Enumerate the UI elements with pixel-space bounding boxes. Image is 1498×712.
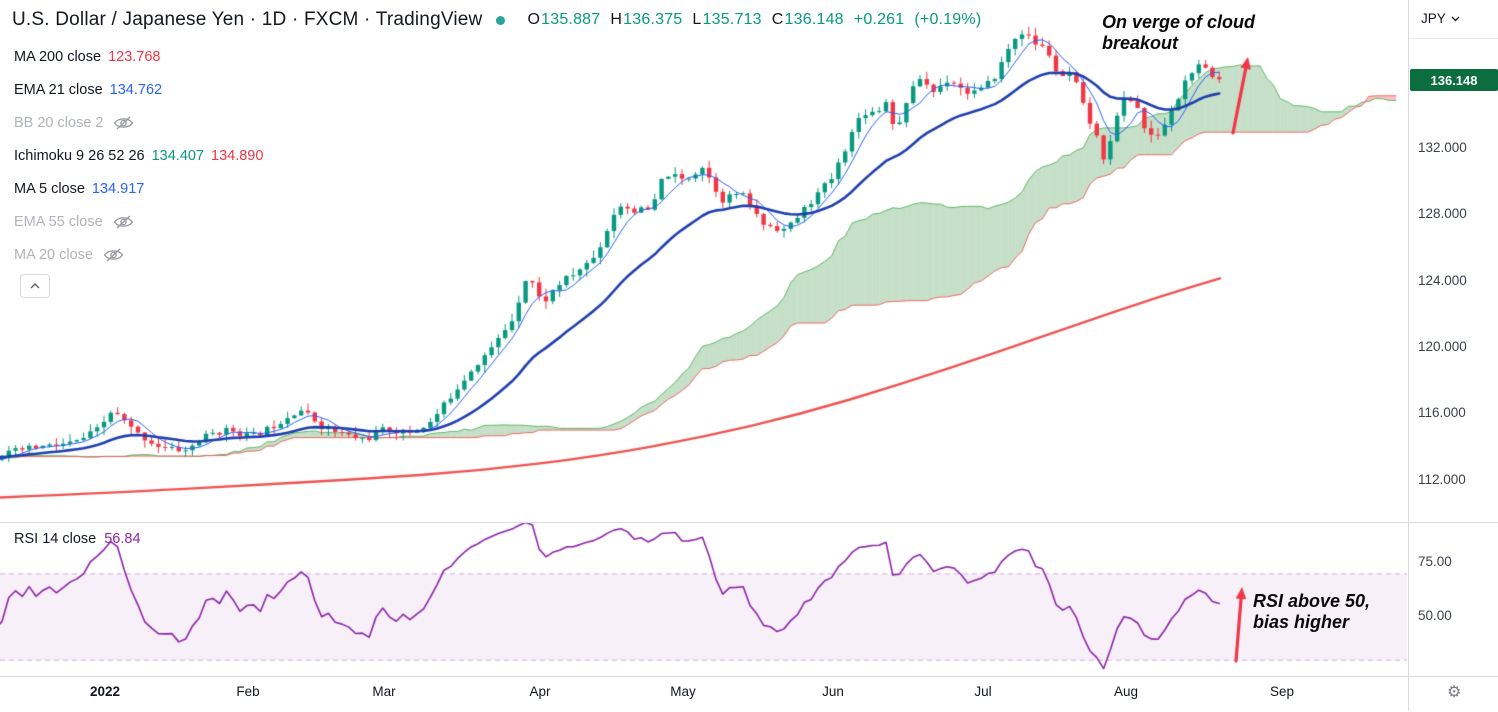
currency-selector[interactable]: JPY	[1421, 11, 1460, 26]
indicator-label: Ichimoku 9 26 52 26	[14, 147, 145, 164]
rsi-tick: 50.00	[1418, 608, 1452, 623]
legend-item-ema21[interactable]: EMA 21 close 134.762	[14, 73, 263, 106]
indicator-value: 123.768	[108, 48, 161, 65]
legend-item-ma20[interactable]: MA 20 close	[14, 238, 263, 271]
close-value: 136.148	[784, 11, 844, 28]
high-value: 136.375	[623, 11, 683, 28]
open-label: O	[527, 11, 541, 28]
price-tick: 128.000	[1418, 206, 1467, 222]
annotation-rsi-note[interactable]: RSI above 50, bias higher	[1253, 591, 1370, 633]
time-tick: Mar	[372, 684, 396, 699]
indicator-legend: MA 200 close 123.768 EMA 21 close 134.76…	[14, 40, 263, 271]
indicator-label: RSI 14 close	[14, 531, 97, 547]
time-tick: May	[670, 684, 696, 699]
ohlc-high: H 136.375	[610, 11, 682, 29]
symbol-title[interactable]: U.S. Dollar / Japanese Yen · 1D · FXCM ·…	[12, 9, 483, 30]
time-scale[interactable]: 2022 Feb Mar Apr May Jun Jul Aug Sep	[0, 676, 1498, 712]
ohlc-values: O 135.887 H 136.375 L 135.713 C 136.148 +0.2…	[527, 11, 981, 29]
indicator-value: 134.917	[91, 180, 145, 197]
annotation-line: On verge of cloud	[1102, 12, 1256, 32]
indicator-label: MA 20 close	[14, 246, 93, 263]
price-scale[interactable]: JPY 136.148 132.000 128.000 124.000 120.…	[1408, 0, 1498, 711]
rsi-tick: 75.00	[1418, 554, 1452, 569]
indicator-label: BB 20 close 2	[14, 114, 104, 131]
low-value: 135.713	[702, 11, 762, 28]
time-tick: Jun	[822, 684, 844, 699]
open-value: 135.887	[541, 11, 601, 28]
indicator-label: MA 200 close	[14, 48, 102, 65]
indicator-value-2: 134.890	[211, 147, 264, 164]
price-tick: 120.000	[1418, 339, 1467, 355]
indicator-value: 134.762	[109, 81, 163, 98]
time-tick: Feb	[236, 684, 260, 699]
indicator-label: EMA 21 close	[14, 81, 103, 98]
currency-label: JPY	[1421, 11, 1446, 26]
price-tick: 116.000	[1418, 405, 1466, 421]
annotation-line: breakout	[1102, 33, 1179, 54]
legend-item-ma5[interactable]: MA 5 close 134.917	[14, 172, 263, 205]
close-label: C	[771, 11, 784, 28]
time-tick: Jul	[974, 684, 992, 699]
ohlc-low: L 135.713	[692, 11, 761, 29]
legend-item-bb20[interactable]: BB 20 close 2	[14, 106, 263, 139]
annotation-line: RSI above 50,	[1253, 591, 1371, 611]
time-tick: Aug	[1113, 684, 1139, 699]
high-label: H	[610, 11, 623, 28]
legend-item-ma200[interactable]: MA 200 close 123.768	[14, 40, 263, 73]
chevron-up-icon	[30, 283, 40, 289]
settings-gear-icon[interactable]: ⚙	[1447, 684, 1462, 701]
change-value: +0.261	[853, 11, 905, 28]
time-tick: 2022	[89, 684, 121, 699]
ohlc-close: C 136.148	[772, 11, 844, 29]
eye-off-icon[interactable]	[103, 248, 124, 262]
eye-off-icon[interactable]	[113, 116, 134, 130]
ohlc-open: O 135.887	[527, 11, 600, 29]
annotation-cloud-breakout[interactable]: On verge of cloud breakout	[1102, 12, 1255, 54]
price-tick: 132.000	[1418, 139, 1467, 155]
last-price-badge: 136.148	[1410, 69, 1498, 91]
chart-header: U.S. Dollar / Japanese Yen · 1D · FXCM ·…	[12, 9, 981, 31]
low-label: L	[692, 11, 702, 28]
connection-status-dot[interactable]	[496, 15, 506, 25]
indicator-value: 134.407	[151, 147, 205, 164]
axis-divider	[1409, 38, 1498, 39]
legend-item-rsi[interactable]: RSI 14 close 56.84	[14, 531, 141, 547]
time-tick: Sep	[1269, 684, 1295, 699]
annotation-line: bias higher	[1253, 612, 1350, 633]
eye-off-icon[interactable]	[113, 215, 134, 229]
indicator-label: MA 5 close	[14, 180, 85, 197]
price-tick: 124.000	[1418, 272, 1467, 288]
time-tick: Apr	[529, 684, 551, 699]
chevron-down-icon	[1451, 16, 1460, 21]
legend-collapse-button[interactable]	[20, 274, 50, 298]
indicator-value: 56.84	[104, 531, 141, 547]
legend-item-ema55[interactable]: EMA 55 close	[14, 205, 263, 238]
price-tick: 112.000	[1418, 471, 1466, 487]
legend-item-ichimoku[interactable]: Ichimoku 9 26 52 26 134.407 134.890	[14, 139, 263, 172]
indicator-label: EMA 55 close	[14, 213, 103, 230]
pane-divider[interactable]	[0, 522, 1498, 523]
change-percent: (+0.19%)	[914, 11, 982, 28]
